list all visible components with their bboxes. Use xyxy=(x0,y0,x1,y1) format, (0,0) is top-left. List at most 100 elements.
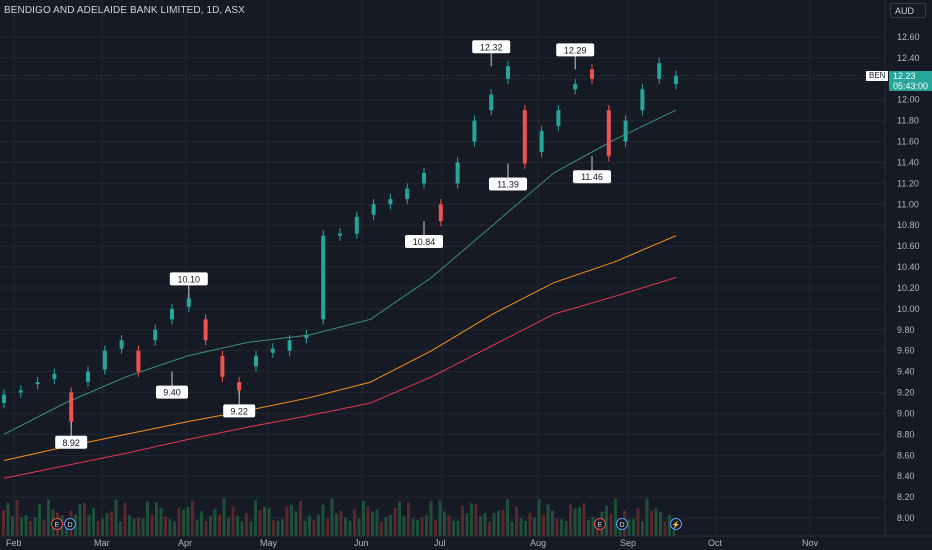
volume-bar xyxy=(137,517,140,536)
candle-body xyxy=(556,110,561,126)
price-tick-label: 11.20 xyxy=(897,178,919,188)
event-marker-icon: D xyxy=(619,522,624,529)
price-label-text: 11.39 xyxy=(497,180,519,190)
volume-bar xyxy=(461,505,464,536)
volume-bar xyxy=(285,506,289,536)
volume-bar xyxy=(92,507,95,536)
volume-bar xyxy=(632,518,635,536)
volume-bar xyxy=(519,518,523,536)
volume-bar xyxy=(227,517,230,536)
candle-body xyxy=(86,371,90,383)
candle-body xyxy=(321,235,326,320)
volume-bar xyxy=(141,518,145,536)
volume-bar xyxy=(546,504,550,536)
volume-bar xyxy=(2,510,5,536)
volume-bar xyxy=(380,521,383,536)
candle-body xyxy=(472,120,477,142)
volume-bar xyxy=(524,520,527,536)
volume-bar xyxy=(366,506,370,536)
bar-countdown: 05:43:00 xyxy=(893,81,929,91)
volume-bar xyxy=(636,508,640,536)
price-label-box xyxy=(156,385,188,399)
volume-bar xyxy=(150,515,154,536)
volume-bar xyxy=(263,506,266,536)
volume-bar xyxy=(501,509,505,536)
volume-bar xyxy=(645,498,649,536)
price-axis[interactable]: 12.6012.4012.2012.0011.8011.6011.4011.20… xyxy=(884,0,920,536)
candle-body xyxy=(422,172,426,184)
event-markers: E D E D ⚡ xyxy=(51,518,682,530)
volume-bar xyxy=(416,519,419,536)
price-label-text: 10.84 xyxy=(413,237,436,247)
candle-body xyxy=(606,110,611,157)
candle-body xyxy=(52,373,57,379)
currency-selector[interactable]: AUD xyxy=(890,3,926,18)
event-marker: E xyxy=(51,518,63,530)
candle-body xyxy=(119,340,124,349)
volume-bar xyxy=(348,520,352,536)
moving-average-line xyxy=(3,235,677,461)
candle-body xyxy=(270,348,275,353)
price-label-box xyxy=(573,170,611,184)
volume-bar xyxy=(114,499,118,536)
volume-bar xyxy=(578,507,581,536)
time-tick-label: Jul xyxy=(434,538,446,548)
candle-body xyxy=(388,199,393,205)
price-label-text: 9.40 xyxy=(163,388,181,398)
volume-bar xyxy=(87,514,91,536)
volume-bar xyxy=(119,521,122,536)
candle-body xyxy=(35,382,40,385)
candle-body xyxy=(674,75,678,85)
candle-body xyxy=(237,382,242,391)
volume-bar xyxy=(407,503,410,536)
candle-body xyxy=(623,120,628,142)
candle-body xyxy=(18,390,23,393)
volume-bar xyxy=(132,518,136,536)
volume-bar xyxy=(542,515,545,536)
volume-bar xyxy=(371,511,374,536)
volume-bar xyxy=(173,521,176,536)
volume-bar xyxy=(573,508,577,536)
event-marker-circle xyxy=(616,518,628,530)
volume-bar xyxy=(321,504,325,536)
price-tick-label: 10.00 xyxy=(897,304,920,314)
price-tick-label: 10.40 xyxy=(897,262,920,272)
volume-bar xyxy=(659,511,662,536)
event-marker: E xyxy=(594,518,606,530)
volume-bar xyxy=(177,507,181,536)
candle-body xyxy=(590,69,594,79)
time-axis[interactable]: Feb Mar Apr May Jun Jul Aug Sep Oct Nov xyxy=(0,535,932,548)
volume-bar xyxy=(506,499,509,536)
volume-bar xyxy=(551,510,554,536)
price-tick-label: 8.20 xyxy=(897,492,915,502)
candlesticks xyxy=(2,57,678,428)
price-label-text: 11.46 xyxy=(581,172,603,182)
event-marker-circle xyxy=(594,518,606,530)
volume-bar xyxy=(362,500,365,536)
volume-bar xyxy=(317,514,320,536)
volume-bar xyxy=(276,520,280,536)
volume-bar xyxy=(240,521,244,536)
candle-body xyxy=(371,204,376,215)
price-label-text: 8.92 xyxy=(62,438,80,448)
volume-bar xyxy=(650,510,653,536)
volume-bar xyxy=(213,508,217,536)
volume-bar xyxy=(627,519,631,536)
volume-bar xyxy=(443,511,446,536)
volume-bar xyxy=(182,509,185,536)
volume-bar xyxy=(123,502,127,536)
volume-bar xyxy=(456,520,460,536)
volume-bar xyxy=(164,516,167,536)
price-tick-label: 9.20 xyxy=(897,388,915,398)
price-label-text: 9.22 xyxy=(230,406,248,416)
time-tick-label: Nov xyxy=(802,538,819,548)
time-tick-label: Feb xyxy=(6,538,22,548)
volume-bar xyxy=(294,511,298,536)
candle-body xyxy=(405,188,410,200)
volume-bar xyxy=(105,513,109,536)
time-tick-label: May xyxy=(260,538,278,548)
volume-bar xyxy=(83,502,86,536)
volume-bar xyxy=(231,506,235,536)
symbol-tag: BEN xyxy=(866,71,889,81)
